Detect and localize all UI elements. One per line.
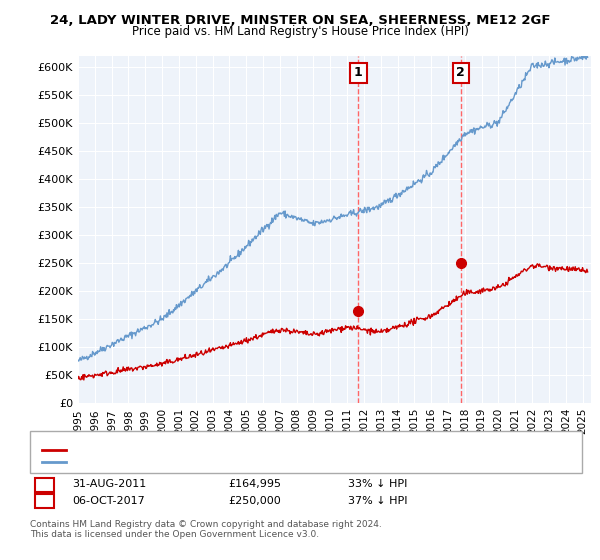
Text: 24, LADY WINTER DRIVE, MINSTER ON SEA, SHEERNESS, ME12 2GF (detached house): 24, LADY WINTER DRIVE, MINSTER ON SEA, S… bbox=[72, 445, 516, 455]
Text: 06-OCT-2017: 06-OCT-2017 bbox=[72, 496, 145, 506]
Text: 24, LADY WINTER DRIVE, MINSTER ON SEA, SHEERNESS, ME12 2GF: 24, LADY WINTER DRIVE, MINSTER ON SEA, S… bbox=[50, 14, 550, 27]
Text: 1: 1 bbox=[354, 66, 363, 80]
Text: 1: 1 bbox=[40, 478, 49, 491]
Text: 31-AUG-2011: 31-AUG-2011 bbox=[72, 479, 146, 489]
Text: 33% ↓ HPI: 33% ↓ HPI bbox=[348, 479, 407, 489]
Text: 37% ↓ HPI: 37% ↓ HPI bbox=[348, 496, 407, 506]
Text: £164,995: £164,995 bbox=[228, 479, 281, 489]
Text: Contains HM Land Registry data © Crown copyright and database right 2024.
This d: Contains HM Land Registry data © Crown c… bbox=[30, 520, 382, 539]
Text: HPI: Average price, detached house, Swale: HPI: Average price, detached house, Swal… bbox=[72, 457, 296, 467]
Text: 2: 2 bbox=[457, 66, 465, 80]
Text: Price paid vs. HM Land Registry's House Price Index (HPI): Price paid vs. HM Land Registry's House … bbox=[131, 25, 469, 38]
Text: 2: 2 bbox=[40, 494, 49, 508]
Text: £250,000: £250,000 bbox=[228, 496, 281, 506]
